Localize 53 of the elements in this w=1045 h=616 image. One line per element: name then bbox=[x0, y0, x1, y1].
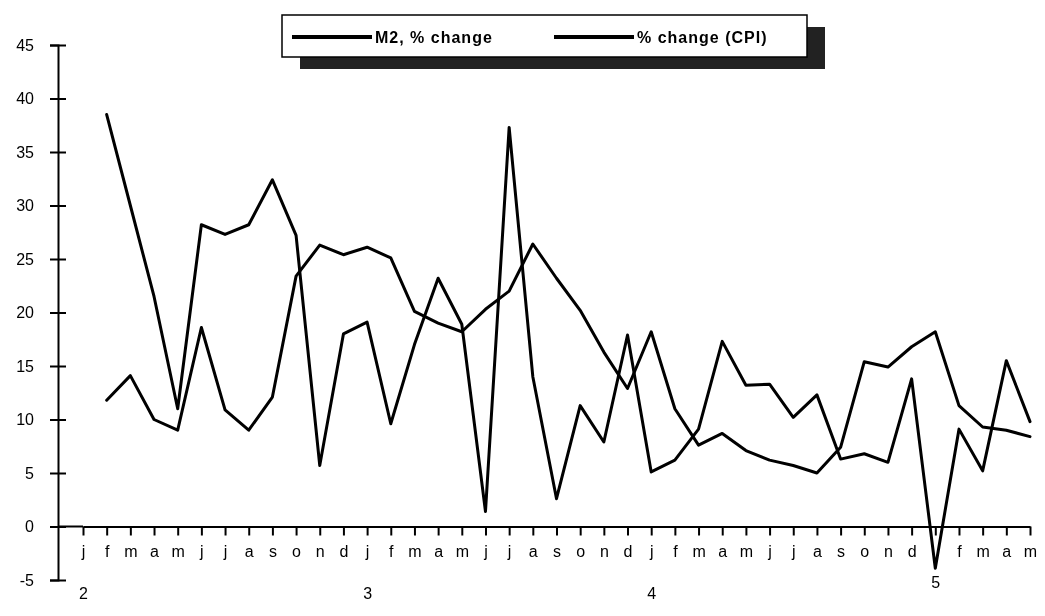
x-tick-label: n bbox=[599, 542, 609, 560]
x-tick-label: a bbox=[1002, 542, 1012, 560]
x-tick-label: m bbox=[171, 542, 185, 560]
y-tick-label: -5 bbox=[19, 571, 35, 589]
x-tick-label: j bbox=[767, 542, 772, 560]
x-tick-label: a bbox=[528, 542, 538, 560]
x-tick-label: s bbox=[268, 542, 277, 560]
y-tick-label: 35 bbox=[16, 143, 35, 161]
y-tick-label: 20 bbox=[16, 304, 35, 322]
x-tick-label: m bbox=[408, 542, 422, 560]
x-tick-label: o bbox=[576, 542, 586, 560]
x-tick-label: m bbox=[1023, 542, 1038, 560]
y-tick-label: 45 bbox=[16, 36, 35, 54]
x-tick-label: f bbox=[957, 542, 963, 560]
x-tick-label: o bbox=[292, 542, 302, 560]
x-tick-label: d bbox=[623, 542, 633, 560]
legend-label: M2, % change bbox=[375, 28, 493, 46]
x-tick-label: j bbox=[483, 542, 488, 560]
y-tick-label: 5 bbox=[25, 464, 35, 482]
x-tick-label: m bbox=[692, 542, 706, 560]
x-tick-label: j bbox=[199, 542, 204, 560]
x-tick-label: f bbox=[104, 542, 110, 560]
x-tick-label: n bbox=[315, 542, 325, 560]
x-tick-label: a bbox=[244, 542, 254, 560]
x-tick-label: d bbox=[907, 542, 917, 560]
x-tick-label: a bbox=[718, 542, 728, 560]
category-label: j 3 bbox=[363, 542, 373, 602]
x-tick-label: f bbox=[673, 542, 679, 560]
category-label: j 4 bbox=[647, 542, 657, 602]
y-tick-label: 0 bbox=[25, 518, 35, 536]
x-tick-label: s bbox=[837, 542, 846, 560]
x-tick-label: d bbox=[339, 542, 349, 560]
x-tick-label: s bbox=[553, 542, 561, 560]
x-tick-label: a bbox=[812, 542, 822, 560]
legend-label: % change (CPI) bbox=[637, 28, 768, 46]
y-tick-label: 10 bbox=[16, 411, 35, 429]
x-tick-label: m bbox=[976, 542, 990, 560]
x-tick-label: j bbox=[506, 542, 512, 560]
x-tick-label: a bbox=[434, 542, 444, 560]
x-tick-label: a bbox=[150, 542, 160, 560]
y-tick-label: 15 bbox=[16, 357, 35, 375]
y-tick-label: 40 bbox=[16, 90, 35, 108]
y-tick-label: 30 bbox=[16, 197, 35, 215]
y-tick-label: 25 bbox=[16, 250, 35, 268]
x-tick-label: o bbox=[860, 542, 870, 560]
x-tick-label: j bbox=[790, 542, 796, 560]
x-tick-label: n bbox=[884, 542, 893, 560]
x-tick-label: m bbox=[739, 542, 754, 560]
category-label: j 2 bbox=[79, 542, 88, 602]
x-tick-label: m bbox=[455, 542, 469, 560]
x-tick-label: m bbox=[124, 542, 138, 560]
x-tick-label: j bbox=[222, 542, 228, 560]
x-tick-label: f bbox=[389, 542, 395, 560]
